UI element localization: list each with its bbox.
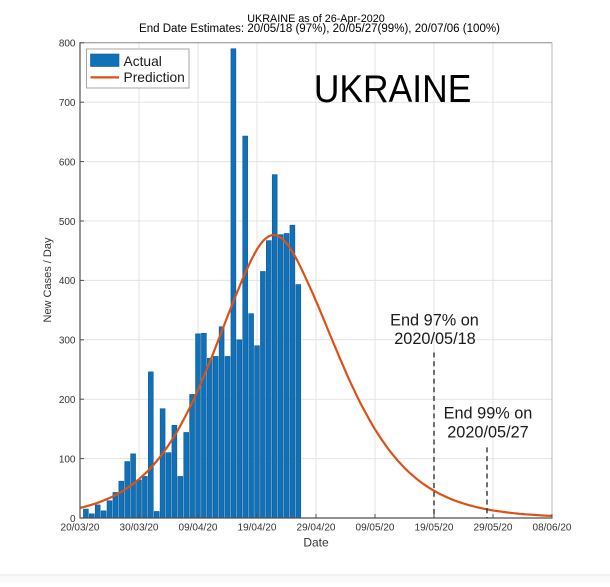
svg-text:800: 800 bbox=[59, 39, 76, 50]
svg-text:Date: Date bbox=[303, 536, 329, 550]
svg-text:UKRAINE as of 26-Apr-2020: UKRAINE as of 26-Apr-2020 bbox=[247, 13, 385, 25]
svg-text:End 97% on: End 97% on bbox=[390, 312, 479, 330]
svg-text:400: 400 bbox=[59, 276, 76, 287]
svg-text:UKRAINE: UKRAINE bbox=[314, 68, 472, 111]
svg-text:700: 700 bbox=[59, 98, 76, 109]
svg-text:09/04/20: 09/04/20 bbox=[179, 522, 218, 533]
svg-text:500: 500 bbox=[59, 217, 76, 228]
svg-text:30/03/20: 30/03/20 bbox=[120, 522, 159, 533]
svg-text:2020/05/18: 2020/05/18 bbox=[394, 330, 476, 348]
svg-text:0: 0 bbox=[70, 514, 76, 525]
svg-text:Actual: Actual bbox=[124, 54, 162, 69]
svg-text:29/05/20: 29/05/20 bbox=[474, 522, 513, 533]
svg-text:300: 300 bbox=[59, 336, 76, 347]
svg-text:08/06/20: 08/06/20 bbox=[533, 522, 572, 533]
svg-text:09/05/20: 09/05/20 bbox=[356, 522, 395, 533]
svg-text:2020/05/27: 2020/05/27 bbox=[447, 424, 529, 442]
svg-text:200: 200 bbox=[59, 395, 76, 406]
svg-text:29/04/20: 29/04/20 bbox=[297, 522, 336, 533]
svg-text:New Cases / Day: New Cases / Day bbox=[42, 237, 54, 322]
svg-text:20/03/20: 20/03/20 bbox=[61, 522, 100, 533]
svg-text:600: 600 bbox=[59, 157, 76, 168]
svg-text:19/05/20: 19/05/20 bbox=[415, 522, 454, 533]
svg-text:End 99% on: End 99% on bbox=[444, 405, 533, 423]
svg-text:100: 100 bbox=[59, 454, 76, 465]
svg-text:19/04/20: 19/04/20 bbox=[238, 522, 277, 533]
svg-text:Prediction: Prediction bbox=[124, 70, 185, 85]
svg-text:End Date Estimates: 20/05/18 (: End Date Estimates: 20/05/18 (97%), 20/0… bbox=[139, 23, 500, 35]
